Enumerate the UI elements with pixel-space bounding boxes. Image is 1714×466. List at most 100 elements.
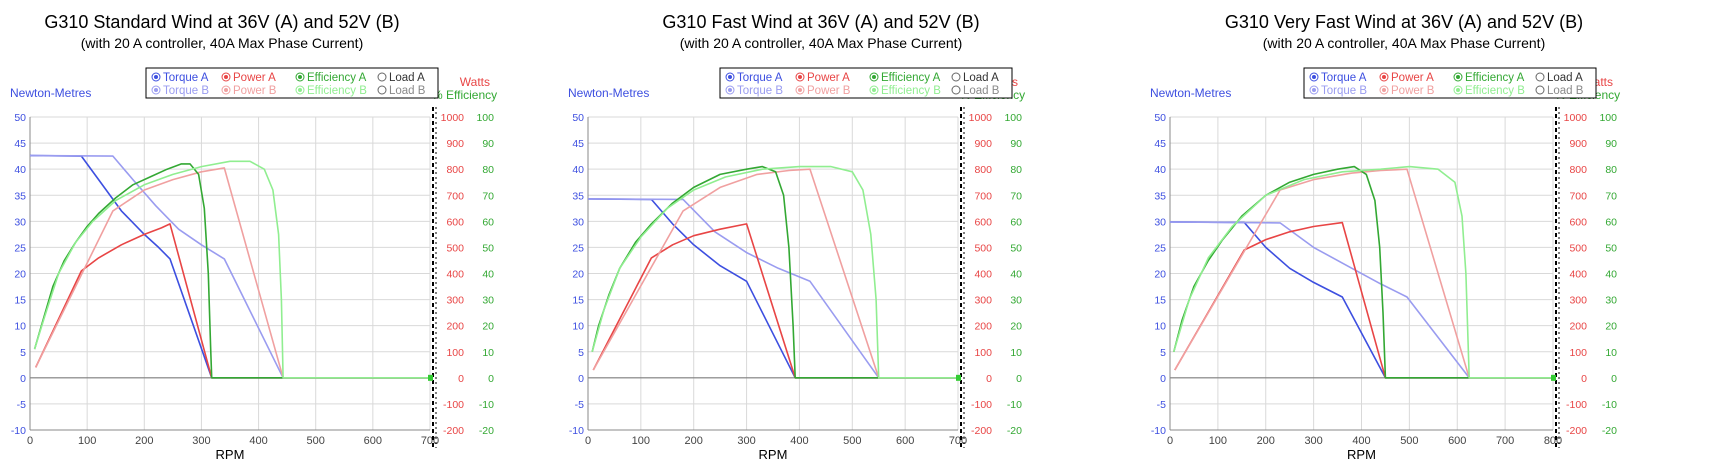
legend-marker-dot	[1382, 75, 1386, 79]
y-tick-label-torque: 45	[14, 138, 26, 150]
legend-entry: Power B	[1391, 85, 1435, 97]
y-tick-label-power: 900	[974, 138, 992, 150]
y-tick-label-torque: 20	[572, 269, 584, 281]
chart-subtitle: (with 20 A controller, 40A Max Phase Cur…	[680, 35, 962, 51]
y-tick-label-torque: 15	[572, 295, 584, 307]
y-tick-label-power: 300	[974, 295, 992, 307]
legend-marker-dot	[872, 75, 876, 79]
y-tick-label-torque: 0	[1160, 373, 1166, 385]
y-tick-label-power: 1000	[1564, 112, 1588, 124]
x-tick-label: 600	[896, 435, 914, 447]
x-tick-label: 0	[585, 435, 591, 447]
legend-entry: Load A	[389, 72, 425, 84]
chart-panel-3: G310 Very Fast Wind at 36V (A) and 52V (…	[1150, 12, 1620, 462]
y-tick-label-eff: 50	[482, 242, 494, 254]
legend-marker	[377, 72, 387, 82]
y-tick-label-eff: -20	[1007, 425, 1022, 437]
legend-entry: Torque B	[163, 85, 209, 97]
legend-entry: Efficiency A	[1465, 72, 1525, 84]
y-tick-label-eff: -10	[1602, 399, 1617, 411]
y-tick-label-eff: 100	[476, 112, 494, 124]
y-tick-label-power: 500	[1569, 242, 1587, 254]
y-tick-label-torque: 15	[1154, 295, 1166, 307]
legend-entry: Torque A	[1321, 72, 1367, 84]
y-tick-label-power: 200	[974, 321, 992, 333]
legend-marker-dot	[798, 88, 802, 92]
y-tick-label-torque: 5	[1160, 347, 1166, 359]
y-tick-label-power: -200	[1566, 425, 1587, 437]
y-tick-label-power: 400	[446, 269, 464, 281]
x-tick-label: 0	[1167, 435, 1173, 447]
legend-entry: Power B	[807, 85, 851, 97]
y-tick-label-power: 800	[974, 164, 992, 176]
y-axis-label-torque: Newton-Metres	[1150, 86, 1231, 100]
y-axis-label-torque: Newton-Metres	[568, 86, 649, 100]
x-axis-label: RPM	[759, 447, 788, 462]
x-tick-label: 400	[790, 435, 808, 447]
y-tick-label-torque: 20	[14, 269, 26, 281]
y-tick-label-power: 0	[1581, 373, 1587, 385]
y-tick-label-power: -100	[1566, 399, 1587, 411]
y-tick-label-eff: 30	[1605, 295, 1617, 307]
y-tick-label-power: 800	[446, 164, 464, 176]
legend-marker-dot	[298, 75, 302, 79]
y-tick-label-torque: 45	[572, 138, 584, 150]
x-tick-label: 600	[364, 435, 382, 447]
series-line-torque-a	[587, 198, 958, 379]
legend-box	[1303, 67, 1597, 99]
legend-marker-dot	[224, 75, 228, 79]
x-tick-label: 100	[632, 435, 650, 447]
y-tick-label-torque: 40	[1154, 164, 1166, 176]
y-tick-label-torque: 35	[572, 190, 584, 202]
end-marker	[1551, 374, 1556, 381]
series-line-efficiency-b	[591, 165, 958, 379]
legend-entry: Torque B	[737, 85, 783, 97]
legend-entry: Efficiency B	[307, 85, 367, 97]
y-tick-label-power: 700	[446, 190, 464, 202]
legend-entry: Torque A	[163, 72, 209, 84]
y-tick-label-torque: 30	[1154, 216, 1166, 228]
y-tick-label-power: -100	[971, 399, 992, 411]
series-line-power-b	[592, 168, 958, 379]
y-tick-label-eff: 90	[482, 138, 494, 150]
legend-entry: Power A	[233, 72, 276, 84]
series-line-efficiency-a	[33, 163, 430, 379]
y-tick-label-torque: 35	[14, 190, 26, 202]
y-tick-label-power: 600	[446, 216, 464, 228]
legend-entry: Efficiency A	[881, 72, 941, 84]
y-tick-label-power: 100	[1569, 347, 1587, 359]
legend-marker	[377, 85, 387, 95]
x-tick-label: 800	[1544, 435, 1562, 447]
legend-entry: Efficiency B	[881, 85, 941, 97]
legend-entry: Load B	[389, 85, 426, 97]
y-tick-label-power: -200	[443, 425, 464, 437]
y-tick-label-torque: 50	[14, 112, 26, 124]
y-tick-label-power: 100	[446, 347, 464, 359]
x-tick-label: 700	[949, 435, 967, 447]
x-tick-label: 100	[78, 435, 96, 447]
y-tick-label-eff: 70	[1605, 190, 1617, 202]
y-tick-label-eff: 40	[482, 269, 494, 281]
series-line-power-b	[34, 167, 430, 379]
legend-marker-dot	[154, 88, 158, 92]
x-tick-label: 500	[1400, 435, 1418, 447]
legend-marker	[951, 85, 961, 95]
x-tick-label: 300	[1304, 435, 1322, 447]
y-axis-label-torque: Newton-Metres	[10, 86, 91, 100]
y-tick-label-power: 600	[974, 216, 992, 228]
y-tick-label-eff: 0	[488, 373, 494, 385]
y-tick-label-torque: 35	[1154, 190, 1166, 202]
x-tick-label: 600	[1448, 435, 1466, 447]
y-tick-label-torque: 45	[1154, 138, 1166, 150]
y-tick-label-torque: 10	[1154, 321, 1166, 333]
y-tick-label-torque: 0	[578, 373, 584, 385]
y-tick-label-eff: 100	[1599, 112, 1617, 124]
y-tick-label-torque: -5	[17, 399, 26, 411]
y-tick-label-eff: 80	[482, 164, 494, 176]
y-tick-label-power: 200	[1569, 321, 1587, 333]
y-tick-label-eff: 30	[482, 295, 494, 307]
y-tick-label-eff: 70	[482, 190, 494, 202]
x-tick-label: 100	[1209, 435, 1227, 447]
legend-marker-dot	[298, 88, 302, 92]
y-tick-label-torque: 25	[572, 242, 584, 254]
